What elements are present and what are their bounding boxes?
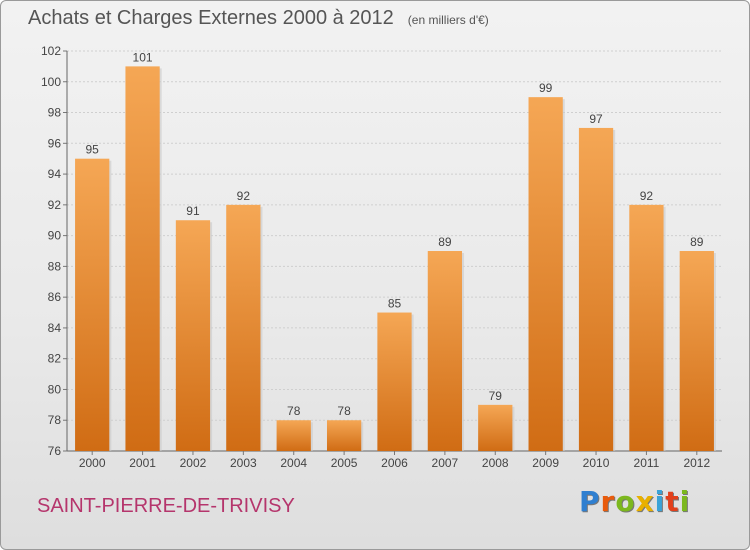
x-tick-label: 2003 [230, 456, 257, 470]
bar [629, 204, 664, 451]
data-label: 89 [438, 235, 452, 249]
x-tick-label: 2004 [280, 456, 307, 470]
logo-letter: r [600, 485, 616, 518]
x-tick-label: 2002 [180, 456, 207, 470]
data-label: 91 [186, 204, 200, 218]
data-label: 95 [86, 143, 100, 157]
bar [326, 420, 362, 451]
x-tick-label: 2007 [432, 456, 459, 470]
bar [125, 66, 160, 451]
y-tick-label: 100 [41, 75, 61, 89]
x-tick-label: 2006 [381, 456, 408, 470]
y-tick-label: 96 [48, 136, 62, 150]
x-tick-label: 2009 [532, 456, 559, 470]
logo-letter: P [579, 485, 601, 518]
bar [276, 420, 311, 451]
y-tick-label: 94 [48, 167, 62, 181]
data-label: 97 [589, 112, 603, 126]
y-tick-label: 82 [48, 352, 62, 366]
y-tick-label: 76 [48, 444, 62, 458]
bar [478, 404, 513, 451]
x-tick-label: 2010 [583, 456, 610, 470]
data-label: 89 [690, 235, 704, 249]
y-tick-label: 84 [48, 321, 62, 335]
bar [377, 312, 412, 451]
x-tick-label: 2012 [683, 456, 710, 470]
bar [427, 251, 463, 451]
y-tick-label: 92 [48, 198, 62, 212]
y-tick-label: 78 [48, 413, 62, 427]
y-tick-label: 90 [48, 229, 62, 243]
data-label: 99 [539, 81, 553, 95]
chart-subtitle: (en milliers d'€) [407, 13, 489, 27]
data-label: 78 [287, 404, 301, 418]
x-tick-label: 2005 [331, 456, 358, 470]
bar [578, 127, 614, 451]
bars-layer [75, 66, 716, 452]
y-tick-label: 88 [48, 259, 62, 273]
x-tick-label: 2000 [79, 456, 106, 470]
title-row: Achats et Charges Externes 2000 à 2012 (… [28, 7, 489, 30]
logo-letter: t [665, 485, 680, 518]
logo-letter: i [654, 485, 666, 518]
data-label: 79 [489, 389, 503, 403]
x-tick-label: 2001 [129, 456, 156, 470]
bar [175, 220, 211, 451]
proxiti-logo[interactable]: Proxiti [579, 485, 690, 518]
bar [528, 97, 563, 452]
y-tick-label: 102 [41, 44, 61, 58]
x-tick-label: 2011 [634, 456, 660, 470]
labels-layer: 76 78 80 82 84 86 88 90 92 94 96 98 100 102 95 2000 101 2… [41, 44, 711, 470]
data-label: 101 [133, 50, 153, 64]
bar [226, 204, 261, 451]
data-label: 78 [337, 404, 351, 418]
chart-title: Achats et Charges Externes 2000 à 2012 [28, 7, 394, 29]
logo-letter: x [635, 485, 655, 518]
y-tick-label: 86 [48, 290, 62, 304]
commune-name: SAINT-PIERRE-DE-TRIVISY [37, 495, 295, 517]
y-tick-label: 80 [48, 382, 62, 396]
data-label: 92 [640, 189, 654, 203]
bar [679, 251, 714, 451]
x-tick-label: 2008 [482, 456, 509, 470]
logo-letter: o [615, 485, 636, 518]
logo-letter: i [679, 485, 691, 518]
data-label: 92 [237, 189, 251, 203]
data-label: 85 [388, 297, 402, 311]
y-tick-label: 98 [48, 106, 62, 120]
bar [75, 158, 110, 451]
